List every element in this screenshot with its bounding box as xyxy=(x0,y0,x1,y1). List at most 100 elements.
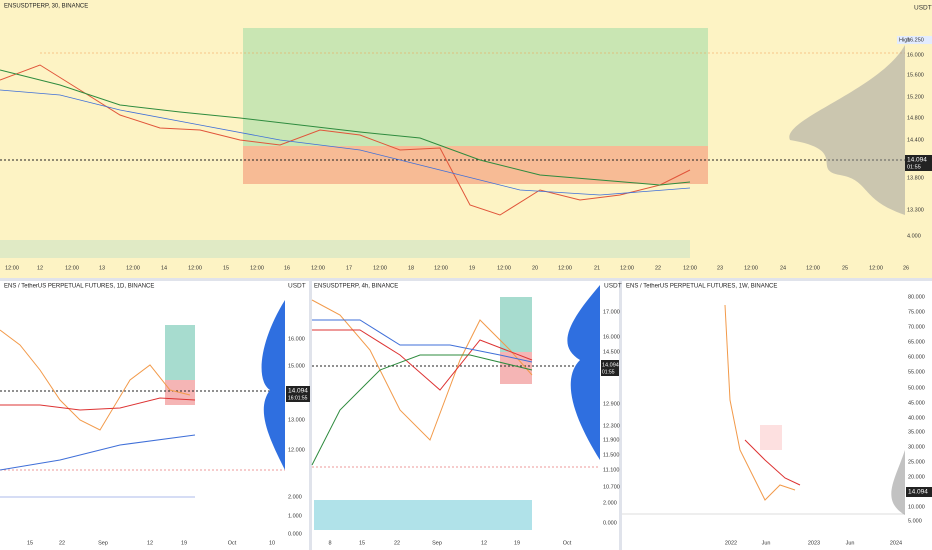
price-label: 30.000 xyxy=(908,444,925,450)
price-label: 80.000 xyxy=(908,294,925,300)
time-label: 8 xyxy=(328,540,331,546)
price-label: 0.000 xyxy=(603,520,617,526)
price-label: 12.900 xyxy=(603,401,620,407)
price-label: 11.900 xyxy=(603,437,619,443)
price-label: 2.000 xyxy=(288,494,302,500)
time-label: 12:00 xyxy=(65,265,79,271)
price-label: 11.100 xyxy=(603,467,619,473)
time-label: 12:00 xyxy=(558,265,572,271)
time-label: 26 xyxy=(903,265,909,271)
volume-bars xyxy=(314,500,532,530)
unit-label: USDT xyxy=(914,5,932,12)
moving-average xyxy=(0,329,191,431)
last-price: 14.094 xyxy=(602,362,619,368)
price-label: 15.000 xyxy=(288,363,305,369)
volume-bars xyxy=(0,240,690,258)
time-label: 22 xyxy=(394,540,400,546)
loss-zone xyxy=(760,425,782,450)
price-label: 13.000 xyxy=(288,417,305,423)
last-price: 14.094 xyxy=(907,157,927,164)
moving-average xyxy=(744,439,801,486)
time-label: 12:00 xyxy=(434,265,448,271)
divider xyxy=(309,281,312,550)
price-label: 16.000 xyxy=(288,336,305,342)
time-label: 12:00 xyxy=(620,265,634,271)
last-price-tag xyxy=(286,386,310,402)
price-label: 65.000 xyxy=(908,339,925,345)
time-label: 12 xyxy=(37,265,43,271)
profit-zone xyxy=(500,297,532,352)
time-label: 22 xyxy=(655,265,661,271)
price-label: 12.300 xyxy=(603,423,620,429)
divider xyxy=(619,281,622,550)
time-label: 12:00 xyxy=(744,265,758,271)
price-label: 20.000 xyxy=(908,474,925,480)
time-label: 16 xyxy=(284,265,290,271)
price-label: 35.000 xyxy=(908,429,925,435)
time-label: 2022 xyxy=(725,540,737,546)
loss-zone xyxy=(243,146,708,184)
volume-profile xyxy=(567,285,600,460)
time-axis xyxy=(0,260,932,278)
time-label: 18 xyxy=(408,265,414,271)
moving-average xyxy=(311,354,533,466)
last-price: 14.094 xyxy=(288,388,308,395)
countdown: 01:55 xyxy=(907,164,921,170)
price-label: 13.300 xyxy=(907,207,924,213)
time-label: 2023 xyxy=(808,540,820,546)
moving-average xyxy=(0,434,196,471)
price-label: 0.000 xyxy=(288,531,302,537)
time-label: Oct xyxy=(228,540,237,546)
price-label: 15.200 xyxy=(907,94,924,100)
chart-title: ENS / TetherUS PERPETUAL FUTURES, 1W, BI… xyxy=(626,284,777,290)
last-price: 14.094 xyxy=(908,489,928,496)
price-label: 50.000 xyxy=(908,385,925,391)
price-label: 60.000 xyxy=(908,354,925,360)
time-label: 12:00 xyxy=(683,265,697,271)
countdown: 01:55 xyxy=(602,369,615,375)
price-label: 70.000 xyxy=(908,324,925,330)
time-label: Jun xyxy=(846,540,855,546)
time-label: 19 xyxy=(514,540,520,546)
price-label: 16.000 xyxy=(907,52,924,58)
unit-label: USDT xyxy=(604,283,622,290)
time-label: Sep xyxy=(98,540,108,546)
time-label: 12:00 xyxy=(5,265,19,271)
price-label: 45.000 xyxy=(908,400,925,406)
price-label: 15.600 xyxy=(907,72,924,78)
price-label: 2.000 xyxy=(603,500,617,506)
time-label: Jun xyxy=(762,540,771,546)
unit-label: USDT xyxy=(288,283,306,290)
high-label: High xyxy=(899,37,910,43)
price-label: 55.000 xyxy=(908,369,925,375)
price-label: 14.400 xyxy=(907,137,924,143)
moving-average xyxy=(312,319,533,363)
time-label: 12:00 xyxy=(373,265,387,271)
time-label: 25 xyxy=(842,265,848,271)
price-label: 75.000 xyxy=(908,309,925,315)
time-label: 21 xyxy=(594,265,600,271)
time-label: 12:00 xyxy=(806,265,820,271)
profit-zone xyxy=(243,28,708,146)
time-label: 15 xyxy=(27,540,33,546)
chart-title: ENS / TetherUS PERPETUAL FUTURES, 1D, BI… xyxy=(4,284,154,290)
high-tag xyxy=(897,36,932,44)
price-label: 10.000 xyxy=(908,504,925,510)
moving-average xyxy=(0,397,196,411)
price-label: 10.700 xyxy=(603,484,620,490)
moving-average xyxy=(724,304,796,501)
price-label: 25.000 xyxy=(908,459,925,465)
time-label: 12:00 xyxy=(869,265,883,271)
time-label: 19 xyxy=(469,265,475,271)
price-label: 14.500 xyxy=(603,349,620,355)
time-label: 17 xyxy=(346,265,352,271)
profit-zone xyxy=(165,325,195,380)
moving-average xyxy=(311,299,533,441)
time-label: 12:00 xyxy=(126,265,140,271)
time-label: 23 xyxy=(717,265,723,271)
time-label: Oct xyxy=(563,540,572,546)
time-label: 10 xyxy=(269,540,275,546)
last-price-tag xyxy=(905,155,932,171)
volume-profile xyxy=(261,300,285,470)
